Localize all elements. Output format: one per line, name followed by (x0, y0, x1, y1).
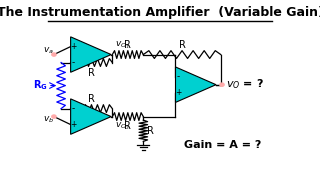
Text: +: + (70, 120, 77, 129)
Text: $v_a$: $v_a$ (43, 46, 54, 56)
Text: +: + (70, 42, 77, 51)
Circle shape (52, 115, 56, 118)
Text: +: + (175, 88, 181, 97)
Text: R: R (124, 40, 131, 50)
Text: R: R (147, 126, 154, 136)
Polygon shape (175, 67, 216, 102)
Polygon shape (71, 37, 111, 72)
Polygon shape (71, 99, 111, 134)
Text: $\mathbf{R_G}$: $\mathbf{R_G}$ (34, 79, 48, 93)
Text: $v_{O_1}$: $v_{O_1}$ (115, 40, 129, 51)
Text: $v_{O_2}$: $v_{O_2}$ (115, 121, 129, 132)
Circle shape (220, 83, 224, 86)
Text: -: - (72, 104, 75, 113)
Text: $v_{O}$ = ?: $v_{O}$ = ? (226, 77, 263, 91)
Text: R: R (88, 94, 95, 104)
Text: $v_b$: $v_b$ (43, 115, 54, 125)
Text: R: R (179, 40, 186, 50)
Circle shape (52, 53, 56, 56)
Text: R: R (124, 121, 131, 131)
Text: -: - (177, 72, 180, 81)
Text: Gain = A = ?: Gain = A = ? (184, 140, 261, 150)
Text: -: - (72, 58, 75, 67)
Text: R: R (88, 68, 95, 78)
Text: The Instrumentation Amplifier  (Variable Gain): The Instrumentation Amplifier (Variable … (0, 6, 320, 19)
